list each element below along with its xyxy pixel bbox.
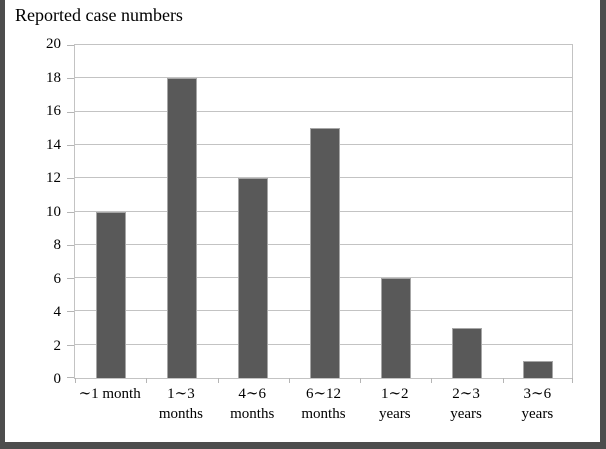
y-tick-label: 18	[46, 69, 61, 86]
x-category-label: 2∼3 years	[450, 386, 482, 422]
gridline	[75, 110, 572, 112]
y-tick-label: 20	[46, 36, 61, 52]
y-tick-label: 4	[53, 304, 62, 320]
y-tick-mark	[67, 344, 74, 346]
gridline	[75, 77, 572, 79]
y-tick-label: 6	[53, 270, 62, 287]
x-category-label: 1∼2 years	[378, 386, 411, 422]
x-tick-mark	[75, 378, 76, 383]
x-tick-mark	[502, 378, 504, 383]
bar-0	[95, 211, 126, 378]
y-tick-label: 0	[53, 371, 62, 387]
x-category-label: 1∼3 months	[158, 386, 204, 422]
y-tick-label: 14	[46, 136, 61, 153]
y-tick-mark	[67, 178, 74, 180]
x-axis-labels: ∼1 month 1∼3 months 4∼6 months 6∼12 months 1∼2 y…	[74, 384, 573, 430]
x-tick-mark	[572, 378, 573, 383]
x-category-label: ∼1 month	[78, 386, 141, 402]
y-tick-mark	[67, 78, 74, 80]
y-axis-labels: 0 2 4 6 8 10 12 14 16 18 20	[5, 36, 62, 387]
y-tick-label: 12	[46, 170, 61, 186]
bar-6	[523, 361, 554, 378]
bar-2	[238, 178, 269, 378]
x-tick-mark	[360, 378, 362, 383]
chart-title: Reported case numbers	[15, 5, 183, 25]
y-tick-mark	[67, 45, 74, 46]
y-tick-mark	[67, 111, 74, 113]
y-tick-label: 2	[53, 337, 62, 354]
bar-5	[452, 328, 483, 378]
plot-area	[67, 44, 573, 383]
x-tick-mark	[288, 378, 290, 383]
y-tick-mark	[67, 377, 74, 378]
x-tick-mark	[146, 378, 148, 383]
x-category-label: 6∼12 months	[301, 386, 346, 422]
x-category-label: 3∼6 years	[521, 386, 554, 422]
y-tick-mark	[67, 311, 74, 313]
x-tick-mark	[217, 378, 219, 383]
y-tick-mark	[67, 144, 74, 146]
x-tick-mark	[431, 378, 433, 383]
bar-1	[166, 78, 197, 378]
bar-3	[309, 128, 340, 378]
y-tick-mark	[67, 211, 74, 213]
bar-4	[380, 278, 411, 378]
y-tick-label: 16	[46, 103, 61, 119]
y-tick-label: 10	[46, 203, 61, 220]
y-tick-mark	[67, 244, 74, 246]
y-tick-label: 8	[53, 237, 62, 253]
x-category-label: 4∼6 months	[230, 386, 275, 422]
y-tick-mark	[67, 278, 74, 280]
